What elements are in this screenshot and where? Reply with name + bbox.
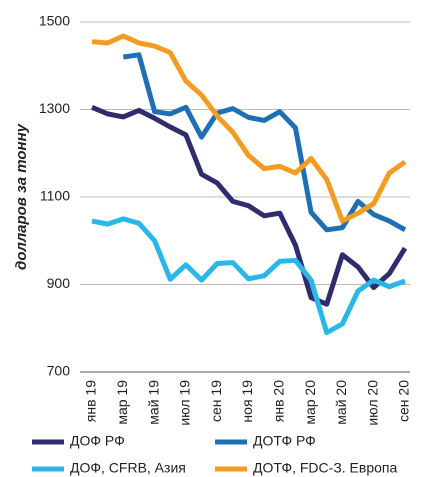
- y-tick-label: 900: [47, 275, 71, 291]
- series-line: [91, 105, 408, 307]
- legend-label: ДОФ РФ: [70, 433, 125, 449]
- x-tick-label: июл 19: [177, 380, 193, 426]
- y-tick-label: 1500: [39, 13, 70, 29]
- y-axis-label: долларов за тонну: [13, 123, 30, 270]
- legend-label: ДОФ, CFRB, Азия: [70, 460, 186, 476]
- legend-label: ДОТФ РФ: [253, 433, 316, 449]
- x-tick-label: май 20: [333, 380, 349, 425]
- x-tick-label: мар 19: [114, 380, 130, 425]
- y-tick-label: 700: [47, 363, 71, 379]
- x-tick-label: янв 19: [83, 380, 99, 422]
- y-tick-label: 1300: [39, 100, 70, 116]
- x-tick-label: мар 20: [302, 380, 318, 425]
- x-tick-label: янв 20: [271, 380, 287, 422]
- series-line: [91, 33, 407, 224]
- x-tick-label: сен 19: [208, 380, 224, 422]
- x-tick-label: ноя 19: [239, 380, 255, 423]
- series-line: [91, 216, 406, 336]
- legend-label: ДОТФ, FDC-З. Европа: [253, 460, 397, 476]
- x-tick-label: май 19: [145, 380, 161, 425]
- x-tick-label: сен 20: [396, 380, 412, 422]
- y-tick-label: 1100: [40, 188, 70, 204]
- x-tick-label: июл 20: [364, 380, 380, 426]
- series-line: [122, 52, 407, 233]
